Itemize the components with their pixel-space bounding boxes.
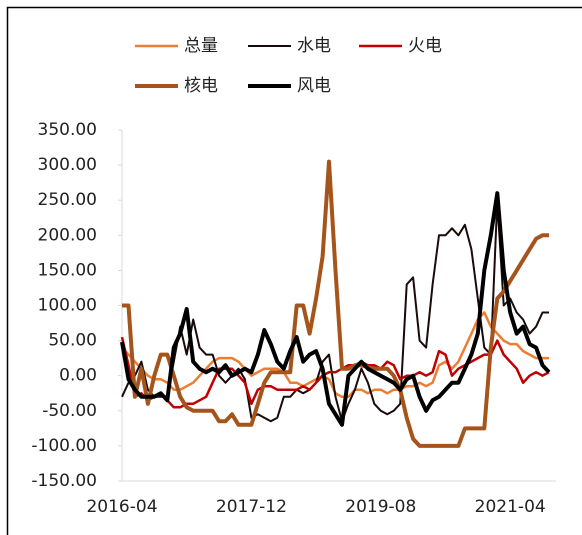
legend-label: 核电 [184,76,218,96]
legend-label: 水电 [297,36,331,56]
legend-label: 火电 [408,36,442,56]
y-tick-label: 200.00 [38,225,97,245]
series-line [120,191,551,427]
y-tick-label: 100.00 [38,296,97,316]
series-line [120,336,550,409]
x-tick-label: 2016-04 [86,497,157,517]
y-tick-label: 0.00 [59,366,97,386]
legend-label: 总量 [184,36,218,56]
y-tick-label: 250.00 [38,190,97,210]
y-tick-label: 350.00 [38,120,97,140]
y-tick-label: -50.00 [42,401,97,421]
x-tick-label: 2021-04 [475,497,546,517]
legend-label: 风电 [297,76,331,96]
x-tick-label: 2019-08 [345,497,416,517]
y-tick-label: -150.00 [31,471,97,491]
y-tick-label: 150.00 [38,260,97,280]
y-tick-label: 300.00 [38,155,97,175]
series-line [122,159,549,448]
y-tick-label: -100.00 [31,436,97,456]
series-line [121,199,549,423]
y-tick-label: 50.00 [48,331,97,351]
frame [6,6,582,535]
x-tick-label: 2017-12 [216,497,287,517]
